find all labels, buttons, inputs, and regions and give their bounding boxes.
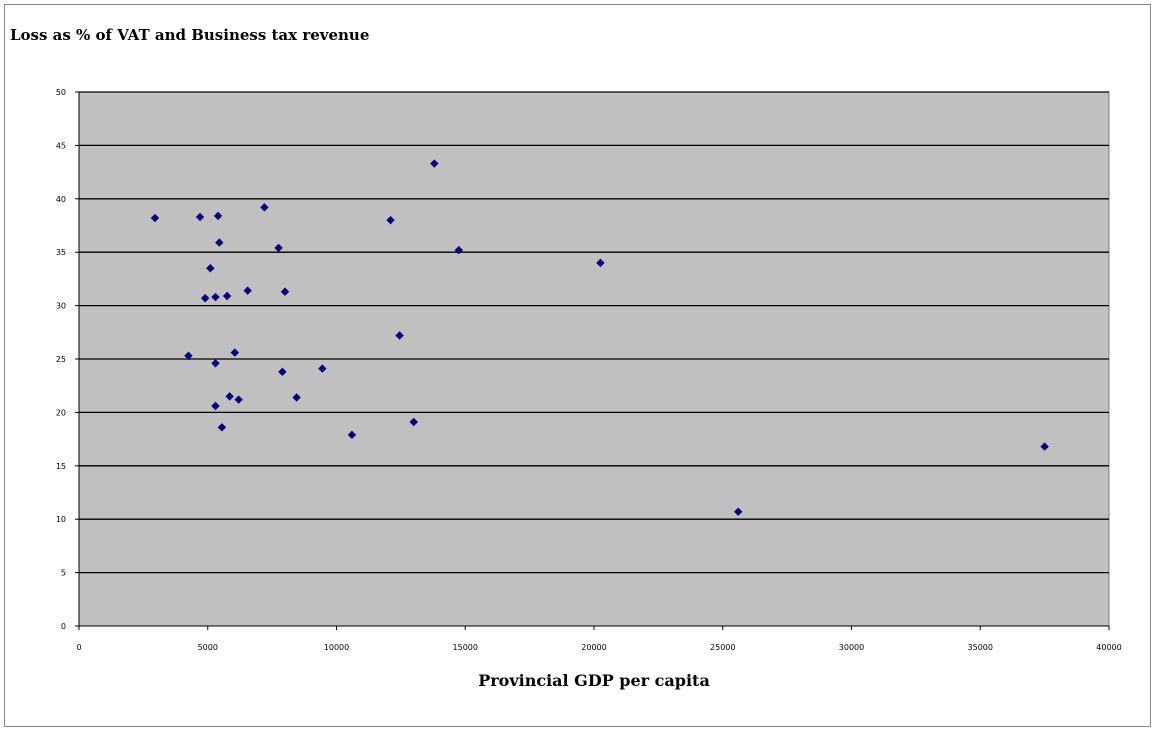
data-point [215, 238, 224, 247]
data-point [409, 417, 418, 427]
x-tick-label: 10000 [324, 643, 349, 652]
data-point [230, 348, 239, 357]
x-axis-ticks: 0 5000 10000 15000 20000 25000 30000 35000 40000 [76, 626, 1122, 652]
data-point [213, 211, 223, 221]
data-point [596, 258, 605, 268]
x-axis-label: Provincial GDP per capita [478, 671, 710, 690]
data-point [280, 287, 290, 296]
chart-title: Loss as % of VAT and Business tax revenu… [10, 26, 370, 44]
data-point [211, 401, 220, 411]
data-point [222, 291, 232, 301]
y-tick-label: 15 [56, 462, 66, 471]
data-point [184, 351, 193, 360]
y-tick-label: 30 [56, 302, 66, 311]
x-tick-label: 25000 [710, 643, 735, 652]
data-point [150, 213, 160, 223]
y-tick-label: 40 [56, 195, 66, 204]
x-tick-label: 30000 [839, 643, 864, 652]
data-point [217, 423, 227, 432]
data-point [1040, 442, 1049, 451]
gridlines [78, 91, 1109, 627]
x-tick-label: 20000 [581, 643, 606, 652]
y-tick-label: 45 [56, 141, 66, 150]
data-points [150, 159, 1049, 516]
data-point [234, 395, 243, 404]
y-axis-ticks: 0 5 10 15 20 25 30 35 40 45 50 [56, 88, 79, 631]
data-point [206, 264, 215, 273]
data-point [292, 393, 301, 402]
data-point [430, 159, 439, 168]
data-point [243, 286, 252, 295]
x-tick-label: 5000 [198, 643, 218, 652]
data-point [454, 245, 464, 255]
x-tick-label: 35000 [968, 643, 993, 652]
data-point [211, 292, 220, 302]
y-tick-label: 35 [56, 248, 66, 257]
y-tick-label: 25 [56, 355, 66, 364]
x-tick-label: 0 [76, 643, 81, 652]
data-point [734, 507, 743, 516]
y-tick-label: 20 [56, 408, 66, 417]
data-point [274, 243, 283, 253]
data-point [195, 212, 205, 222]
y-tick-label: 0 [61, 622, 66, 631]
data-point [395, 331, 404, 340]
data-point [318, 364, 327, 373]
x-tick-label: 15000 [453, 643, 478, 652]
data-point [386, 215, 395, 225]
y-tick-label: 5 [61, 569, 66, 578]
data-point [200, 293, 210, 303]
data-point [347, 430, 357, 440]
data-point [211, 359, 220, 368]
y-tick-label: 10 [56, 515, 66, 524]
y-tick-label: 50 [56, 88, 66, 97]
data-point [225, 392, 234, 401]
data-point [260, 203, 269, 212]
data-point [278, 367, 287, 377]
x-tick-label: 40000 [1096, 643, 1121, 652]
